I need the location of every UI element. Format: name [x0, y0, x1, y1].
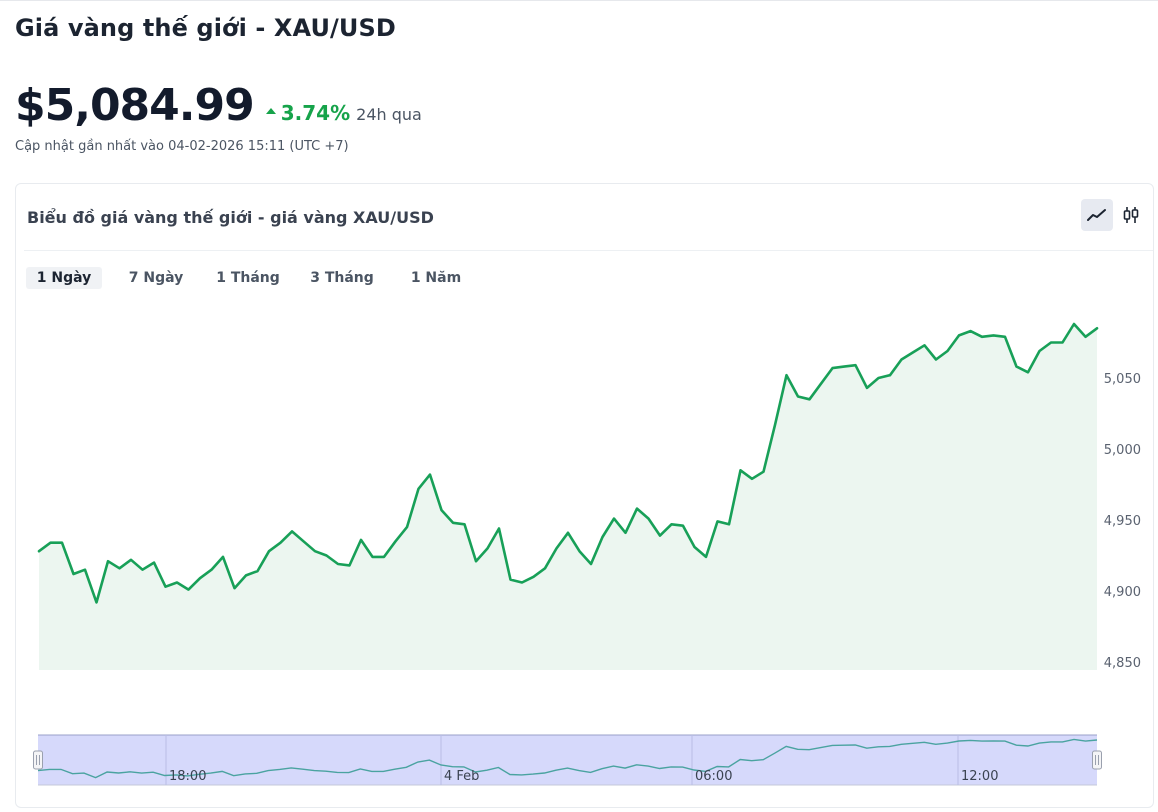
handle-body [1092, 750, 1102, 770]
page-title: Giá vàng thế giới - XAU/USD [15, 14, 396, 42]
arrow-up-icon [265, 108, 276, 114]
navigator[interactable]: 18:00 4 Feb 06:00 12:00 [33, 734, 1102, 786]
navigator-time-label: 4 Feb [444, 769, 479, 784]
tab-1-day[interactable]: 1 Ngày [26, 267, 102, 289]
tab-1-month[interactable]: 1 Tháng [216, 270, 280, 286]
chart-card-title: Biểu đồ giá vàng thế giới - giá vàng XAU… [27, 208, 434, 227]
y-tick-label: 4,950 [1104, 514, 1141, 529]
tab-3-months[interactable]: 3 Tháng [310, 270, 374, 286]
card-divider [24, 250, 1153, 251]
navigator-time-label: 06:00 [695, 769, 732, 784]
range-tabs: 1 Ngày 7 Ngày 1 Tháng 3 Tháng 1 Năm [26, 267, 474, 289]
current-price: $5,084.99 [15, 80, 255, 131]
navigator-series [37, 738, 1098, 779]
navigator-right-handle[interactable] [1092, 750, 1102, 770]
price-change: 3.74% [280, 101, 351, 125]
y-tick-label: 5,000 [1104, 443, 1141, 458]
candlestick-icon [1123, 207, 1139, 223]
line-chart-button[interactable] [1081, 199, 1113, 231]
tab-1-year[interactable]: 1 Năm [410, 270, 462, 286]
price-change-period: 24h qua [356, 105, 422, 124]
main-plot-area [37, 322, 1099, 670]
navigator-time-label: 12:00 [961, 769, 998, 784]
y-tick-label: 4,900 [1104, 585, 1141, 600]
y-tick-label: 5,050 [1104, 372, 1141, 387]
price-row: $5,084.99 3.74% 24h qua [15, 80, 422, 131]
navigator-range [38, 735, 1097, 785]
candlestick-chart-button[interactable] [1115, 199, 1147, 231]
top-border [0, 0, 1158, 1]
line-chart-icon [1087, 209, 1106, 221]
chart-card: Biểu đồ giá vàng thế giới - giá vàng XAU… [15, 183, 1154, 808]
y-axis: 5,050 5,000 4,950 4,900 4,850 [1104, 372, 1141, 671]
last-updated: Cập nhật gần nhất vào 04-02-2026 15:11 (… [15, 139, 349, 154]
navigator-left-handle[interactable] [33, 750, 43, 770]
chart-type-toggle [1079, 199, 1147, 231]
y-tick-label: 4,850 [1104, 656, 1141, 671]
navigator-time-label: 18:00 [169, 769, 206, 784]
handle-body [33, 750, 43, 770]
price-area [39, 324, 1097, 670]
tab-7-days[interactable]: 7 Ngày [128, 270, 184, 286]
price-line [37, 322, 1099, 604]
